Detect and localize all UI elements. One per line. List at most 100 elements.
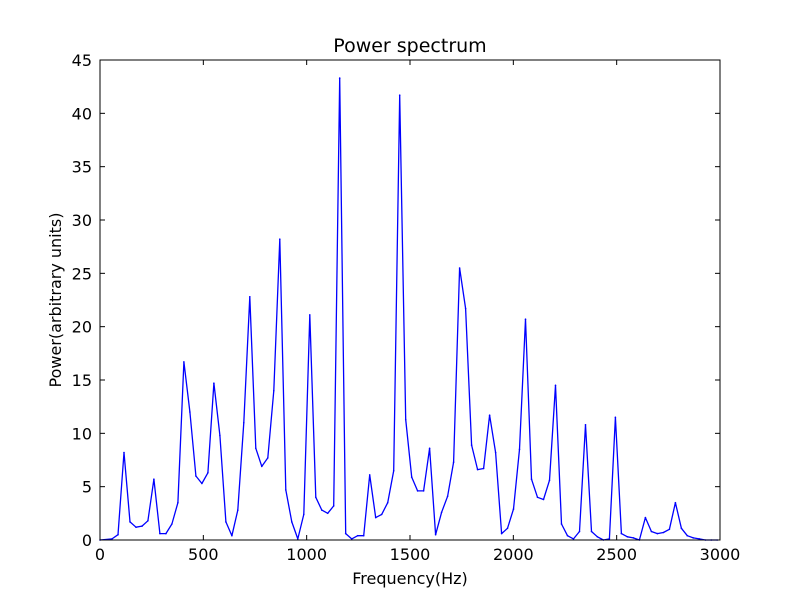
data-point: [590, 530, 593, 533]
data-point: [428, 447, 431, 450]
data-point: [578, 530, 581, 533]
data-point: [309, 314, 311, 316]
data-point: [512, 508, 515, 510]
data-point: [650, 530, 653, 533]
data-point: [614, 416, 617, 419]
data-point: [392, 469, 395, 472]
y-tick-label: 0: [82, 531, 92, 550]
data-point: [279, 238, 281, 240]
data-point: [374, 516, 377, 519]
data-point: [153, 478, 155, 481]
data-point: [261, 465, 263, 468]
data-point: [620, 532, 623, 535]
x-tick-label: 1000: [286, 545, 327, 564]
data-point: [560, 523, 563, 525]
plot-area-frame: [99, 59, 721, 541]
data-point: [482, 467, 485, 470]
x-tick-label: 2000: [493, 545, 534, 564]
data-point: [572, 538, 575, 540]
data-point: [111, 538, 113, 540]
data-point: [608, 538, 611, 540]
data-point: [243, 421, 245, 424]
data-point: [141, 525, 143, 527]
data-point: [518, 448, 521, 451]
data-point: [698, 538, 701, 540]
x-tick-label: 2500: [596, 545, 637, 564]
data-point: [464, 307, 467, 310]
data-point: [530, 478, 533, 481]
data-point: [207, 472, 209, 474]
data-point: [542, 498, 545, 501]
data-point: [458, 267, 461, 269]
data-point: [267, 457, 269, 459]
data-point: [626, 536, 629, 538]
data-point: [249, 296, 251, 298]
x-axis-label: Frequency(Hz): [352, 569, 468, 588]
x-tick-label: 3000: [700, 545, 741, 564]
y-tick-label: 20: [72, 318, 92, 337]
data-point: [368, 474, 371, 476]
data-point: [422, 490, 425, 492]
data-point: [416, 490, 419, 492]
data-point: [297, 538, 299, 540]
data-point: [171, 523, 173, 525]
y-tick-label: 25: [72, 264, 92, 283]
data-point: [380, 513, 383, 516]
data-point: [692, 537, 695, 539]
data-point: [446, 495, 449, 498]
x-tick-label: 1500: [390, 545, 431, 564]
data-point: [548, 479, 551, 482]
data-point: [488, 414, 491, 417]
data-point: [356, 534, 359, 537]
data-point: [326, 512, 329, 515]
data-point: [213, 382, 215, 385]
y-tick-label: 40: [72, 104, 92, 123]
data-point: [410, 476, 413, 478]
data-point: [686, 534, 689, 537]
data-point: [536, 496, 539, 499]
data-point: [344, 532, 347, 535]
data-point: [321, 509, 323, 511]
data-point: [291, 521, 293, 523]
y-tick-label: 45: [72, 51, 92, 70]
data-point: [159, 532, 161, 535]
data-point: [680, 527, 683, 530]
data-point: [656, 532, 659, 535]
data-point: [285, 489, 287, 491]
data-point: [315, 496, 317, 499]
data-point: [662, 531, 665, 534]
data-point: [350, 538, 353, 540]
data-point: [123, 451, 125, 454]
y-tick-label: 5: [82, 478, 92, 497]
data-point: [231, 534, 233, 537]
data-point: [494, 451, 497, 454]
data-point: [554, 384, 557, 387]
data-point: [183, 361, 185, 363]
data-point: [632, 537, 635, 539]
data-point: [362, 534, 365, 537]
data-point: [596, 536, 599, 538]
data-point: [237, 509, 239, 511]
data-point: [219, 434, 221, 437]
chart-title: Power spectrum: [333, 35, 486, 57]
data-point: [338, 77, 341, 79]
data-point: [470, 444, 473, 446]
y-tick-label: 15: [72, 371, 92, 390]
y-tick-label: 10: [72, 424, 92, 443]
data-point: [566, 534, 569, 537]
data-point: [644, 516, 647, 519]
tick-labels: 0 500 1000 1500 2000 2500 3000 0 5 10 15 20 25 30 35 40…: [72, 51, 741, 564]
data-point: [255, 447, 257, 450]
x-tick-label: 0: [95, 545, 105, 564]
data-point: [506, 527, 509, 530]
data-point: [440, 511, 443, 514]
data-point: [524, 318, 527, 321]
data-point: [117, 533, 119, 536]
y-axis-label: Power(arbitrary units): [46, 213, 65, 388]
data-point: [189, 411, 191, 413]
data-point: [165, 532, 167, 535]
data-point: [332, 505, 335, 507]
data-point: [584, 424, 587, 426]
data-point: [452, 461, 455, 463]
